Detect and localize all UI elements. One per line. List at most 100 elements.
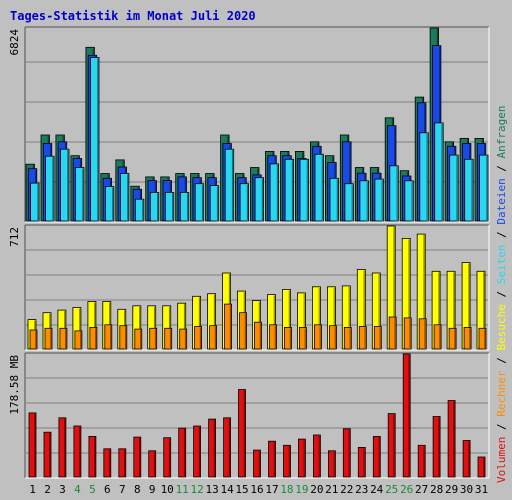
bar-seiten-day-4 <box>75 167 85 222</box>
bar-volumen-day-11 <box>178 427 187 478</box>
x-tick-label-day-31: 31 <box>475 483 488 496</box>
bar-rechner-day-30 <box>463 326 472 350</box>
x-tick-label-day-27: 27 <box>415 483 428 496</box>
x-tick-label-day-26: 26 <box>400 483 413 496</box>
bar-volumen-day-15 <box>238 389 246 478</box>
bar-volumen-day-22 <box>342 428 351 478</box>
bar-rechner-day-6 <box>104 324 113 350</box>
legend-item-anfragen: Anfragen <box>495 105 508 158</box>
bar-volumen-day-6 <box>103 448 112 478</box>
bar-rechner-day-11 <box>179 328 188 350</box>
x-tick-label-day-2: 2 <box>44 483 51 496</box>
bar-volumen-day-24 <box>372 435 381 478</box>
x-tick-label-day-1: 1 <box>29 483 36 496</box>
x-tick-label-day-5: 5 <box>89 483 96 496</box>
bar-rechner-day-27 <box>418 318 427 350</box>
bar-volumen-day-13 <box>208 418 217 478</box>
x-tick-label-day-3: 3 <box>59 483 66 496</box>
bar-volumen-day-31 <box>477 456 486 478</box>
bar-rechner-day-15 <box>239 312 247 350</box>
bar-seiten-day-10 <box>164 191 175 222</box>
panel-visits: 712 <box>8 224 490 351</box>
bar-volumen-day-7 <box>118 448 127 478</box>
x-tick-label-day-20: 20 <box>310 483 323 496</box>
x-tick-label-day-15: 15 <box>235 483 248 496</box>
right-legend: Volumen / Rechner / Besuche / Seiten / D… <box>495 105 508 483</box>
bar-seiten-day-19 <box>299 158 309 222</box>
bar-rechner-day-22 <box>343 326 352 350</box>
bar-volumen-day-30 <box>462 440 471 478</box>
bar-seiten-day-26 <box>404 180 414 222</box>
x-tick-label-day-22: 22 <box>340 483 353 496</box>
legend-separator: / <box>495 417 508 437</box>
bar-volumen-day-5 <box>88 435 97 478</box>
bar-rechner-day-2 <box>44 327 53 350</box>
bar-rechner-day-24 <box>373 326 382 350</box>
x-tick-label-day-7: 7 <box>119 483 126 496</box>
bar-seiten-day-27 <box>419 132 429 222</box>
x-tick-label-day-19: 19 <box>295 483 308 496</box>
bar-volumen-day-1 <box>28 412 37 478</box>
bar-seiten-day-30 <box>464 158 474 222</box>
bar-rechner-day-3 <box>59 327 68 350</box>
bar-rechner-day-28 <box>433 324 442 350</box>
x-tick-label-day-17: 17 <box>265 483 278 496</box>
bar-rechner-day-13 <box>209 325 218 350</box>
bar-seiten-day-25 <box>389 165 399 222</box>
bar-rechner-day-10 <box>164 327 173 350</box>
x-tick-label-day-13: 13 <box>205 483 218 496</box>
bar-rechner-day-14 <box>224 303 233 350</box>
x-tick-label-day-30: 30 <box>460 483 473 496</box>
bar-rechner-day-19 <box>298 326 307 350</box>
x-tick-label-day-14: 14 <box>220 483 234 496</box>
x-tick-label-day-29: 29 <box>445 483 458 496</box>
y-axis-max-label: 712 <box>8 227 21 247</box>
bar-seiten-day-24 <box>374 178 384 222</box>
bar-seiten-day-15 <box>239 183 250 222</box>
bar-rechner-day-7 <box>119 325 128 350</box>
bar-seiten-day-14 <box>224 148 235 222</box>
legend-separator: / <box>495 351 508 371</box>
bar-volumen-day-14 <box>223 417 232 478</box>
x-tick-label-day-23: 23 <box>355 483 368 496</box>
bar-volumen-day-29 <box>447 400 456 478</box>
bar-rechner-day-31 <box>478 327 487 350</box>
bar-seiten-day-11 <box>179 191 190 222</box>
bar-volumen-day-18 <box>283 444 291 478</box>
bar-rechner-day-1 <box>29 329 38 350</box>
x-tick-label-day-8: 8 <box>134 483 141 496</box>
bar-seiten-day-9 <box>149 191 160 222</box>
legend-item-seiten: Seiten <box>495 245 508 285</box>
legend-separator: / <box>495 225 508 245</box>
legend-separator: / <box>495 284 508 304</box>
bar-seiten-day-22 <box>344 183 354 222</box>
bar-seiten-day-12 <box>194 183 205 222</box>
bar-rechner-day-23 <box>358 326 367 350</box>
bar-volumen-day-25 <box>387 413 396 478</box>
x-tick-label-day-10: 10 <box>161 483 174 496</box>
bar-rechner-day-4 <box>74 330 83 350</box>
bar-volumen-day-26 <box>402 353 411 478</box>
bar-rechner-day-29 <box>448 327 457 350</box>
bar-volumen-day-3 <box>58 417 67 478</box>
bar-seiten-day-1 <box>30 182 40 222</box>
x-tick-label-day-4: 4 <box>74 483 81 496</box>
bar-volumen-day-21 <box>327 450 336 478</box>
chart-panels: 6824 712 178.58 MB <box>8 26 490 479</box>
x-tick-label-day-18: 18 <box>280 483 293 496</box>
bar-rechner-day-9 <box>149 327 158 350</box>
bar-volumen-day-17 <box>268 440 276 478</box>
x-tick-label-day-16: 16 <box>250 483 263 496</box>
x-tick-label-day-9: 9 <box>149 483 156 496</box>
bar-volumen-day-19 <box>297 438 306 478</box>
bar-volumen-day-10 <box>163 437 172 478</box>
bar-volumen-day-28 <box>432 415 441 478</box>
bar-seiten-day-8 <box>134 198 145 222</box>
legend-separator: / <box>495 158 508 178</box>
panel-hits: 6824 <box>8 26 490 223</box>
bar-seiten-day-2 <box>45 155 55 222</box>
bar-volumen-day-4 <box>73 425 82 478</box>
chart-title: Tages-Statistik im Monat Juli 2020 <box>10 9 256 23</box>
panel-volume: 178.58 MB <box>8 352 490 479</box>
